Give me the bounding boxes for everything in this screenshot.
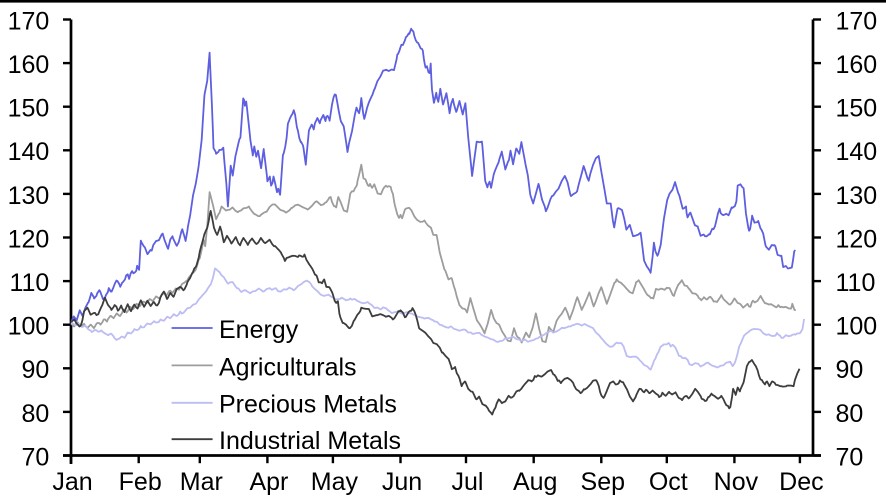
svg-text:80: 80 bbox=[21, 400, 49, 428]
svg-text:Nov: Nov bbox=[714, 468, 759, 496]
svg-text:160: 160 bbox=[8, 51, 50, 79]
svg-text:Oct: Oct bbox=[649, 468, 688, 496]
svg-text:170: 170 bbox=[836, 7, 878, 35]
svg-text:150: 150 bbox=[8, 95, 50, 123]
svg-text:Sep: Sep bbox=[581, 468, 625, 496]
svg-text:90: 90 bbox=[21, 356, 49, 384]
svg-text:Energy: Energy bbox=[219, 316, 299, 344]
svg-text:70: 70 bbox=[836, 443, 864, 471]
svg-text:70: 70 bbox=[21, 443, 49, 471]
svg-text:110: 110 bbox=[9, 269, 49, 297]
svg-text:90: 90 bbox=[836, 356, 864, 384]
svg-text:Industrial Metals: Industrial Metals bbox=[219, 427, 401, 455]
svg-text:Jul: Jul bbox=[452, 468, 484, 496]
svg-text:160: 160 bbox=[836, 51, 878, 79]
svg-text:80: 80 bbox=[836, 400, 864, 428]
svg-text:Apr: Apr bbox=[249, 468, 288, 496]
svg-text:Dec: Dec bbox=[779, 468, 823, 496]
svg-text:170: 170 bbox=[8, 7, 50, 35]
svg-text:Aug: Aug bbox=[513, 468, 557, 496]
svg-text:100: 100 bbox=[836, 313, 878, 341]
svg-text:130: 130 bbox=[836, 182, 878, 210]
svg-text:May: May bbox=[311, 468, 359, 496]
svg-text:130: 130 bbox=[8, 182, 50, 210]
svg-text:120: 120 bbox=[8, 225, 50, 253]
svg-text:140: 140 bbox=[8, 138, 50, 166]
svg-text:Feb: Feb bbox=[119, 468, 162, 496]
svg-text:100: 100 bbox=[8, 313, 50, 341]
svg-text:Jan: Jan bbox=[52, 468, 92, 496]
svg-text:120: 120 bbox=[836, 225, 878, 253]
svg-text:110: 110 bbox=[836, 269, 876, 297]
svg-text:140: 140 bbox=[836, 138, 878, 166]
svg-text:150: 150 bbox=[836, 95, 878, 123]
svg-text:Precious Metals: Precious Metals bbox=[219, 391, 397, 419]
svg-text:Agriculturals: Agriculturals bbox=[219, 353, 357, 381]
svg-text:Mar: Mar bbox=[180, 468, 223, 496]
svg-text:Jun: Jun bbox=[382, 468, 422, 496]
